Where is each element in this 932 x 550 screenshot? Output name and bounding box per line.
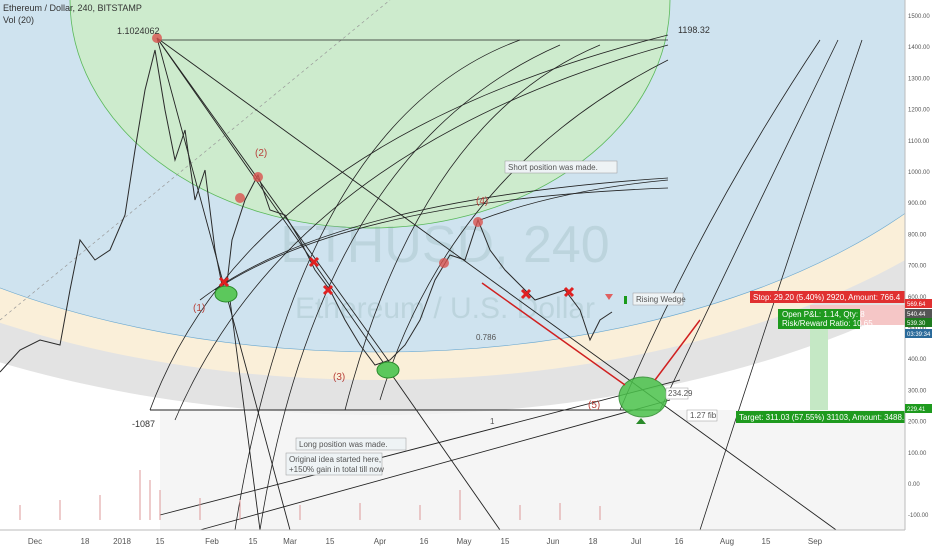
price-tag bbox=[905, 329, 932, 338]
time-tick-label: 15 bbox=[501, 537, 510, 546]
note: 1.27 fib bbox=[690, 411, 717, 420]
stop-label: Stop: 29.20 (5.40%) 2920, Amount: 766.4 bbox=[753, 293, 901, 302]
high-label: 1.1024062 bbox=[117, 26, 160, 36]
time-tick-label: 16 bbox=[420, 537, 429, 546]
price-tag bbox=[905, 309, 932, 318]
time-tick-label: May bbox=[456, 537, 471, 546]
markers bbox=[152, 33, 701, 424]
level-label: -1087 bbox=[132, 419, 155, 429]
price-tick-label: 300.00 bbox=[908, 388, 927, 394]
time-tick-label: 2018 bbox=[113, 537, 131, 546]
price-tag bbox=[905, 299, 932, 308]
time-tick-label: Apr bbox=[374, 537, 387, 546]
gann-arcs bbox=[149, 34, 863, 531]
price-tag-label: 03:39:34 bbox=[907, 332, 931, 338]
note: Rising Wedge bbox=[636, 295, 686, 304]
price-tick-label: 100.00 bbox=[908, 451, 927, 457]
time-axis bbox=[0, 530, 905, 550]
price-tick-label: 1000.00 bbox=[908, 170, 930, 176]
time-tick-label: 15 bbox=[762, 537, 771, 546]
price-tick-label: 1500.00 bbox=[908, 14, 930, 20]
wave-label: (5) bbox=[588, 400, 600, 411]
watermark: ETHUSD, 240 Ethereum / U.S. Dollar bbox=[280, 216, 609, 325]
time-tick-label: 15 bbox=[326, 537, 335, 546]
position-tool: Stop: 29.20 (5.40%) 2920, Amount: 766.4 … bbox=[736, 291, 914, 423]
note: +150% gain in total till now bbox=[289, 465, 384, 474]
target-label: Target: 311.03 (57.55%) 31103, Amount: 3… bbox=[739, 413, 914, 422]
price-tick-label: 1200.00 bbox=[908, 108, 930, 114]
price-tick-label: 800.00 bbox=[908, 232, 927, 238]
pnl-label: Open P&L: 1.14, Qty: 8 bbox=[782, 310, 865, 319]
time-tick-label: Jun bbox=[547, 537, 560, 546]
rr-label: Risk/Reward Ratio: 10.65 bbox=[782, 319, 873, 328]
price-tag-label: 539.30 bbox=[907, 321, 926, 327]
wave-label: (2) bbox=[255, 148, 267, 159]
header: Ethereum / Dollar, 240, BITSTAMP Vol (20… bbox=[3, 3, 142, 25]
axis-labels: 1500.001400.001300.001200.001100.001000.… bbox=[28, 14, 932, 546]
price-tick-label: 1300.00 bbox=[908, 76, 930, 82]
time-tick-label: Dec bbox=[28, 537, 42, 546]
price-tag bbox=[905, 404, 932, 413]
time-tick-label: Jul bbox=[631, 537, 641, 546]
watermark-name: Ethereum / U.S. Dollar bbox=[295, 292, 595, 325]
price-tag-label: 229.41 bbox=[907, 407, 926, 413]
symbol: Ethereum / Dollar, 240, BITSTAMP bbox=[3, 3, 142, 13]
price-tick-label: 600.00 bbox=[908, 295, 927, 301]
price-tag-label: 569.64 bbox=[907, 302, 926, 308]
price-axis bbox=[905, 0, 932, 550]
price-tick-label: 1100.00 bbox=[908, 139, 930, 145]
wave-label: (4) bbox=[476, 196, 488, 207]
price-tick-label: 700.00 bbox=[908, 264, 927, 270]
price-tick-label: -100.00 bbox=[908, 513, 929, 519]
price-tick-label: 900.00 bbox=[908, 201, 927, 207]
note: Long position was made. bbox=[299, 440, 388, 449]
price-tick-label: 200.00 bbox=[908, 420, 927, 426]
fib-label: 0.786 bbox=[476, 333, 497, 342]
volume-bars bbox=[19, 470, 601, 520]
indicator: Vol (20) bbox=[3, 15, 34, 25]
price-tick-label: 0.00 bbox=[908, 482, 920, 488]
fan-lines bbox=[156, 37, 851, 541]
time-tick-label: 18 bbox=[589, 537, 598, 546]
price-tick-label: 400.00 bbox=[908, 357, 927, 363]
price-tag bbox=[905, 318, 932, 327]
time-tick-label: 15 bbox=[156, 537, 165, 546]
price-line bbox=[0, 49, 613, 373]
level-label: 1198.32 bbox=[678, 25, 710, 35]
note: 234.29 bbox=[668, 389, 693, 398]
annotations: 1.1024062 1198.32 -1087 (1) (2) (3) (4) … bbox=[117, 25, 718, 476]
time-tick-label: 18 bbox=[81, 537, 90, 546]
fib-label: 1 bbox=[490, 417, 495, 426]
time-tick-label: Aug bbox=[720, 537, 734, 546]
note: Original idea started here, bbox=[289, 455, 381, 464]
wave-label: (1) bbox=[193, 303, 205, 314]
time-tick-label: Feb bbox=[205, 537, 219, 546]
price-tick-label: 1400.00 bbox=[908, 45, 930, 51]
time-tick-label: 16 bbox=[675, 537, 684, 546]
time-tick-label: Mar bbox=[283, 537, 297, 546]
time-tick-label: Sep bbox=[808, 537, 823, 546]
time-tick-label: 15 bbox=[249, 537, 258, 546]
note: Short position was made. bbox=[508, 163, 598, 172]
wave-label: (3) bbox=[333, 372, 345, 383]
price-tag-label: 540.44 bbox=[907, 312, 926, 318]
